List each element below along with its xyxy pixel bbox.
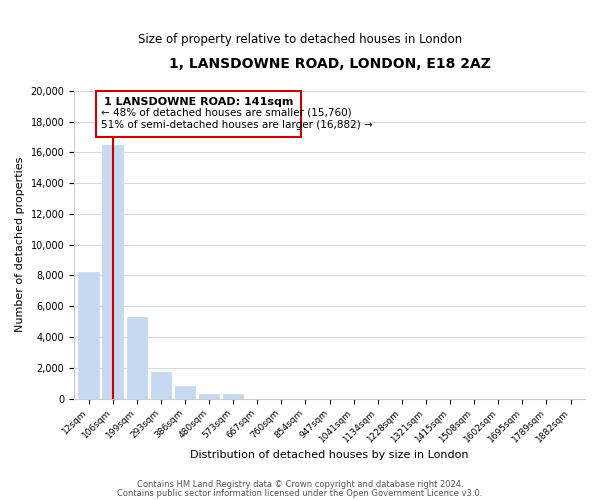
Title: 1, LANSDOWNE ROAD, LONDON, E18 2AZ: 1, LANSDOWNE ROAD, LONDON, E18 2AZ [169, 58, 491, 71]
Bar [79, 272, 99, 398]
Y-axis label: Number of detached properties: Number of detached properties [15, 157, 25, 332]
X-axis label: Distribution of detached houses by size in London: Distribution of detached houses by size … [190, 450, 469, 460]
FancyBboxPatch shape [96, 90, 301, 137]
Text: Size of property relative to detached houses in London: Size of property relative to detached ho… [138, 32, 462, 46]
Text: Contains public sector information licensed under the Open Government Licence v3: Contains public sector information licen… [118, 488, 482, 498]
Bar [151, 372, 171, 398]
Bar [103, 144, 123, 398]
Bar [199, 394, 220, 398]
Bar [175, 386, 195, 398]
Text: Contains HM Land Registry data © Crown copyright and database right 2024.: Contains HM Land Registry data © Crown c… [137, 480, 463, 489]
Bar [127, 317, 147, 398]
Text: ← 48% of detached houses are smaller (15,760): ← 48% of detached houses are smaller (15… [101, 108, 351, 118]
Text: 1 LANSDOWNE ROAD: 141sqm: 1 LANSDOWNE ROAD: 141sqm [104, 97, 293, 107]
Text: 51% of semi-detached houses are larger (16,882) →: 51% of semi-detached houses are larger (… [101, 120, 373, 130]
Bar [223, 394, 244, 398]
